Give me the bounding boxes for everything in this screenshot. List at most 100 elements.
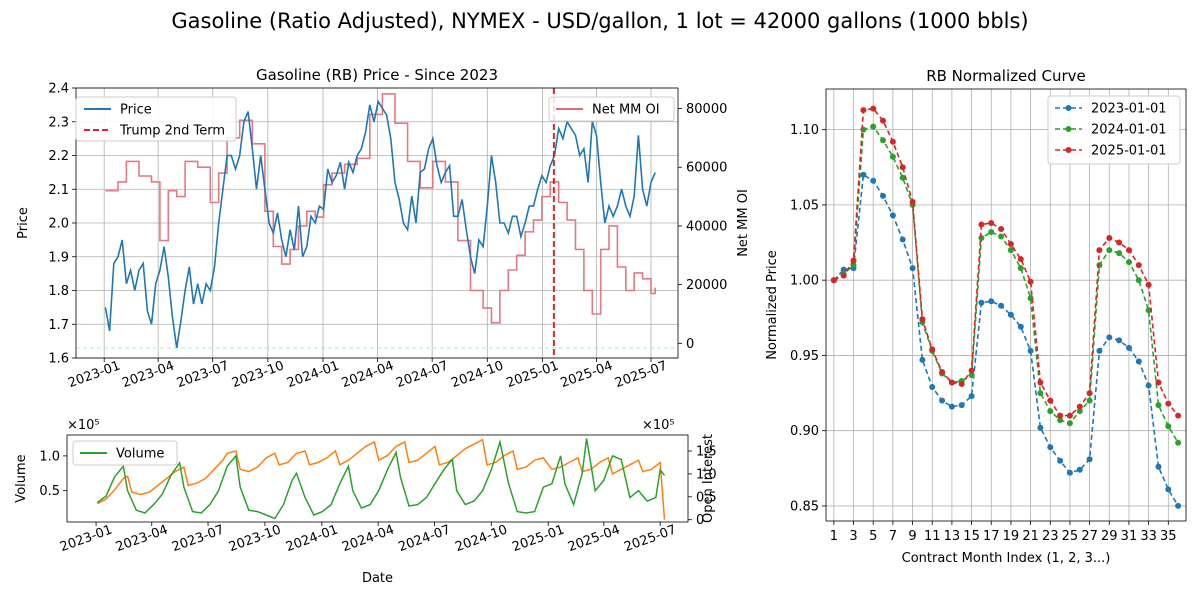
curve-point (1165, 423, 1172, 430)
curve-point (1047, 408, 1054, 415)
x-tick-label: 25 (1062, 529, 1079, 544)
y-tick-label: 1.10 (790, 123, 819, 138)
curve-point (1066, 420, 1073, 427)
open-interest-y2label: Open Interest (701, 434, 716, 523)
x-tick-label: 2024-07 (394, 359, 450, 392)
curve-point (840, 272, 847, 279)
x-tick-label: 2023-07 (170, 523, 226, 556)
curve-point (870, 123, 877, 130)
curve-point (1086, 456, 1093, 463)
x-tick-label: 2023-10 (227, 523, 283, 556)
curve-point (1027, 278, 1034, 285)
x-tick-label: 2025-01 (505, 359, 561, 392)
curve-point (880, 137, 886, 144)
x-tick-label: 2023-10 (230, 359, 286, 392)
y-tick-label: 0.85 (790, 499, 819, 514)
curve-point (1145, 382, 1152, 389)
x-tick-label: 19 (1003, 529, 1020, 544)
curve-point (899, 164, 906, 171)
curve-point (939, 397, 946, 404)
curve-legend: 2023-01-01 2024-01-01 2025-01-01 (1047, 95, 1181, 165)
volume-y-ticks: 0.5 1.0 (39, 449, 67, 499)
curve-point (1007, 241, 1014, 247)
curve-point (909, 198, 916, 205)
legend-oi-label: Net MM OI (592, 103, 660, 118)
x-tick-label: 2023-04 (120, 359, 176, 392)
curve-point (889, 212, 896, 219)
curve-point (958, 402, 965, 409)
x-tick-label: 2024-01 (284, 523, 340, 556)
curve-point (860, 126, 867, 133)
y2-tick-label: 1.0 (696, 467, 717, 482)
legend-volume-label: Volume (116, 447, 164, 462)
y2-tick-label: 80000 (686, 102, 727, 117)
oi2-y2-ticks: 0 0.5 1.0 1.5 (688, 445, 717, 528)
curve-point (889, 138, 896, 145)
legend-marker-2025-01-01 (1065, 147, 1072, 153)
curve-point (1047, 397, 1054, 404)
date-xlabel: Date (362, 571, 393, 586)
curve-point (1066, 469, 1073, 476)
y2-tick-label: 20000 (686, 278, 727, 293)
legend-label-2024-01-01: 2024-01-01 (1091, 123, 1167, 138)
curve-point (1076, 466, 1083, 473)
y-tick-label: 0.5 (39, 484, 60, 499)
x-tick-label: 2023-07 (175, 359, 231, 392)
curve-point (1106, 247, 1113, 254)
curve-point (1096, 347, 1103, 354)
y2-tick-label: 60000 (686, 161, 727, 176)
y-tick-label: 1.00 (790, 274, 819, 289)
curve-point (988, 229, 995, 235)
curve-point (948, 403, 955, 410)
curve-point (909, 265, 916, 272)
curve-x-ticks: 1 3 5 7 9 11 13 15 17 19 21 23 25 27 29 31 33 35 (830, 521, 1177, 544)
curve-point (968, 393, 975, 400)
curve-legend-box (1047, 95, 1181, 165)
y2-tick-label: 0 (686, 337, 694, 352)
y-tick-label: 0.90 (790, 424, 819, 439)
x-tick-label: 2024-04 (340, 523, 396, 556)
volume-axes-frame (66, 434, 689, 523)
x-tick-label: 2024-10 (449, 359, 505, 392)
curve-point (1145, 307, 1152, 314)
legend-label-2023-01-01: 2023-01-01 (1091, 102, 1167, 117)
curve-y-ticks: 0.85 0.90 0.95 1.00 1.05 1.10 (790, 123, 826, 514)
curve-point (1037, 390, 1044, 397)
x-tick-label: 17 (983, 529, 1000, 544)
curve-point (988, 298, 995, 305)
curve-point (1155, 379, 1162, 386)
volume-line (96, 438, 666, 520)
volume-legend: Volume (72, 440, 178, 466)
curve-point (1155, 463, 1162, 470)
curve-point (968, 372, 975, 378)
y-tick-label: 2.1 (48, 183, 69, 198)
curve-point (860, 107, 867, 114)
volume-ylabel: Volume (14, 454, 29, 502)
curve-point (948, 379, 955, 386)
curve-axes-frame (825, 88, 1187, 522)
curve-point (998, 302, 1005, 309)
y-tick-label: 1.6 (48, 352, 69, 367)
price-legend: Price Trump 2nd Term (75, 96, 237, 142)
curve-point (1057, 417, 1064, 424)
curve-point (889, 153, 896, 160)
curve-point (1096, 262, 1103, 269)
price-line (104, 99, 656, 349)
price-panel: 2023-012023-042023-072023-102024-012024-… (16, 66, 751, 391)
curve-point (1066, 412, 1073, 419)
x-tick-label: 2024-10 (453, 523, 509, 556)
curve-point (978, 299, 985, 306)
y-tick-label: 1.8 (48, 284, 69, 299)
curve-point (1096, 247, 1103, 254)
curve-point (1037, 379, 1044, 386)
x-tick-label: 15 (963, 529, 980, 544)
y-tick-label: 1.0 (39, 449, 60, 464)
y-tick-label: 2.2 (48, 149, 69, 164)
curve-point (1116, 337, 1123, 344)
curve-point (1106, 334, 1113, 341)
x-tick-label: 5 (869, 529, 877, 544)
x-tick-label: 2025-07 (613, 359, 669, 392)
curve-point (1175, 502, 1182, 509)
volume-multiplier: ×10⁵ (67, 418, 100, 433)
curve-point (939, 369, 946, 375)
